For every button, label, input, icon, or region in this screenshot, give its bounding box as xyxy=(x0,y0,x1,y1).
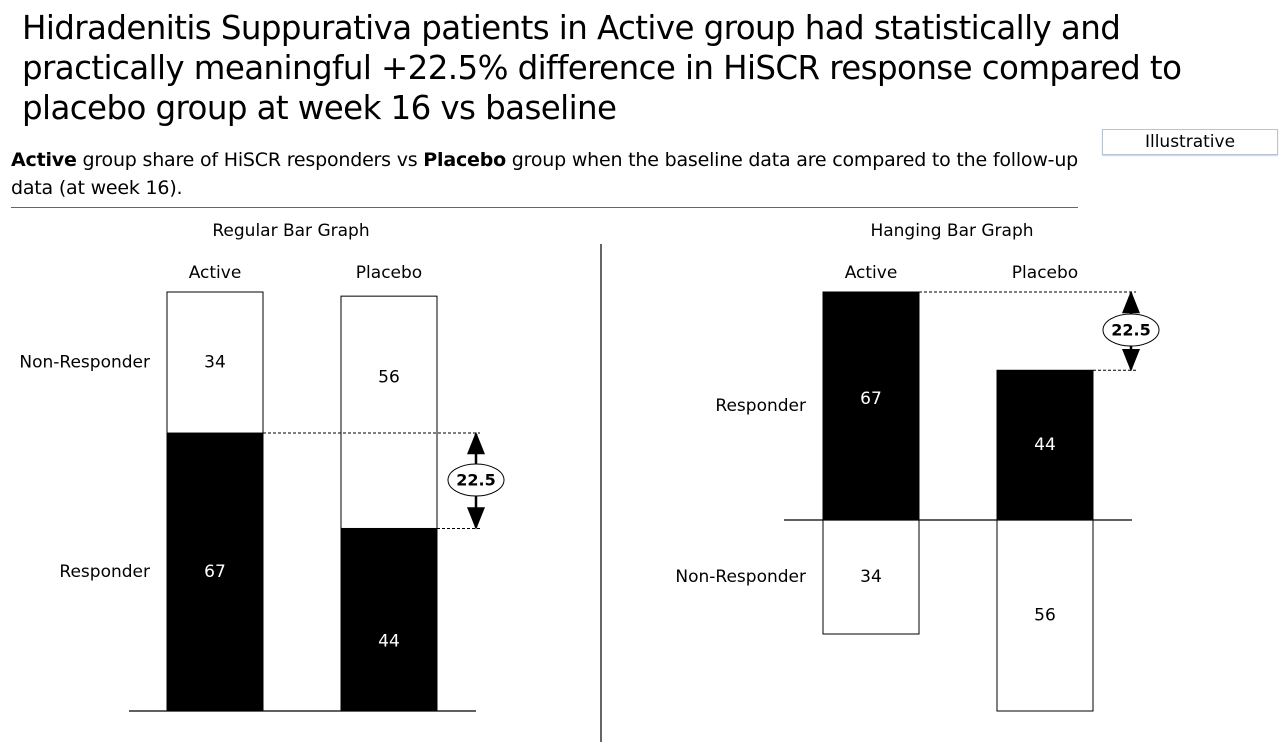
regular-bar-chart: Regular Bar Graph Active 67 34 Placebo 44 56 Re… xyxy=(19,221,505,712)
bar-placebo-non-responder xyxy=(340,295,438,529)
bar-placebo-non-responder xyxy=(996,519,1094,712)
value-label-placebo-non-responder: 56 xyxy=(1034,606,1056,626)
subtitle-text-2: group when the baseline data are compare… xyxy=(11,149,1079,199)
subtitle-divider xyxy=(11,207,1078,208)
value-label-placebo-responder: 44 xyxy=(1034,435,1056,455)
subtitle-text-1: group share of HiSCR responders vs xyxy=(76,149,424,171)
bar-placebo-responder xyxy=(340,527,438,712)
category-label-active: Active xyxy=(845,263,898,283)
category-label-placebo: Placebo xyxy=(1012,263,1078,283)
difference-label: 22.5 xyxy=(1111,321,1150,340)
value-label-active-responder: 67 xyxy=(204,562,226,582)
series-label-responder: Responder xyxy=(59,562,150,582)
bar-placebo-responder xyxy=(996,369,1094,521)
bar-active-non-responder xyxy=(822,519,920,635)
subtitle-placebo-strong: Placebo xyxy=(423,149,506,171)
hanging-bar-chart: Hanging Bar Graph Active 67 34 Placebo 44 56 Re… xyxy=(675,221,1160,712)
difference-ellipse xyxy=(1102,313,1160,347)
chart-title: Hanging Bar Graph xyxy=(870,221,1033,241)
subtitle-active-strong: Active xyxy=(11,149,77,171)
series-label-responder: Responder xyxy=(715,396,806,416)
value-label-active-non-responder: 34 xyxy=(204,353,226,373)
bar-active-non-responder xyxy=(166,291,264,434)
page-title: Hidradenitis Suppurativa patients in Act… xyxy=(22,9,1182,127)
series-label-non-responder: Non-Responder xyxy=(675,567,806,587)
value-label-placebo-responder: 44 xyxy=(378,632,400,652)
value-label-active-responder: 67 xyxy=(860,389,882,409)
value-label-placebo-non-responder: 56 xyxy=(378,367,400,387)
difference-ellipse xyxy=(447,463,505,497)
category-label-active: Active xyxy=(189,263,242,283)
bar-active-responder xyxy=(822,291,920,521)
category-label-placebo: Placebo xyxy=(356,263,422,283)
series-label-non-responder: Non-Responder xyxy=(19,353,150,373)
value-label-active-non-responder: 34 xyxy=(860,567,882,587)
subtitle: Active group share of HiSCR responders v… xyxy=(11,146,1086,202)
chart-title: Regular Bar Graph xyxy=(212,221,369,241)
difference-label: 22.5 xyxy=(456,471,495,490)
illustrative-badge: Illustrative xyxy=(1102,129,1278,155)
